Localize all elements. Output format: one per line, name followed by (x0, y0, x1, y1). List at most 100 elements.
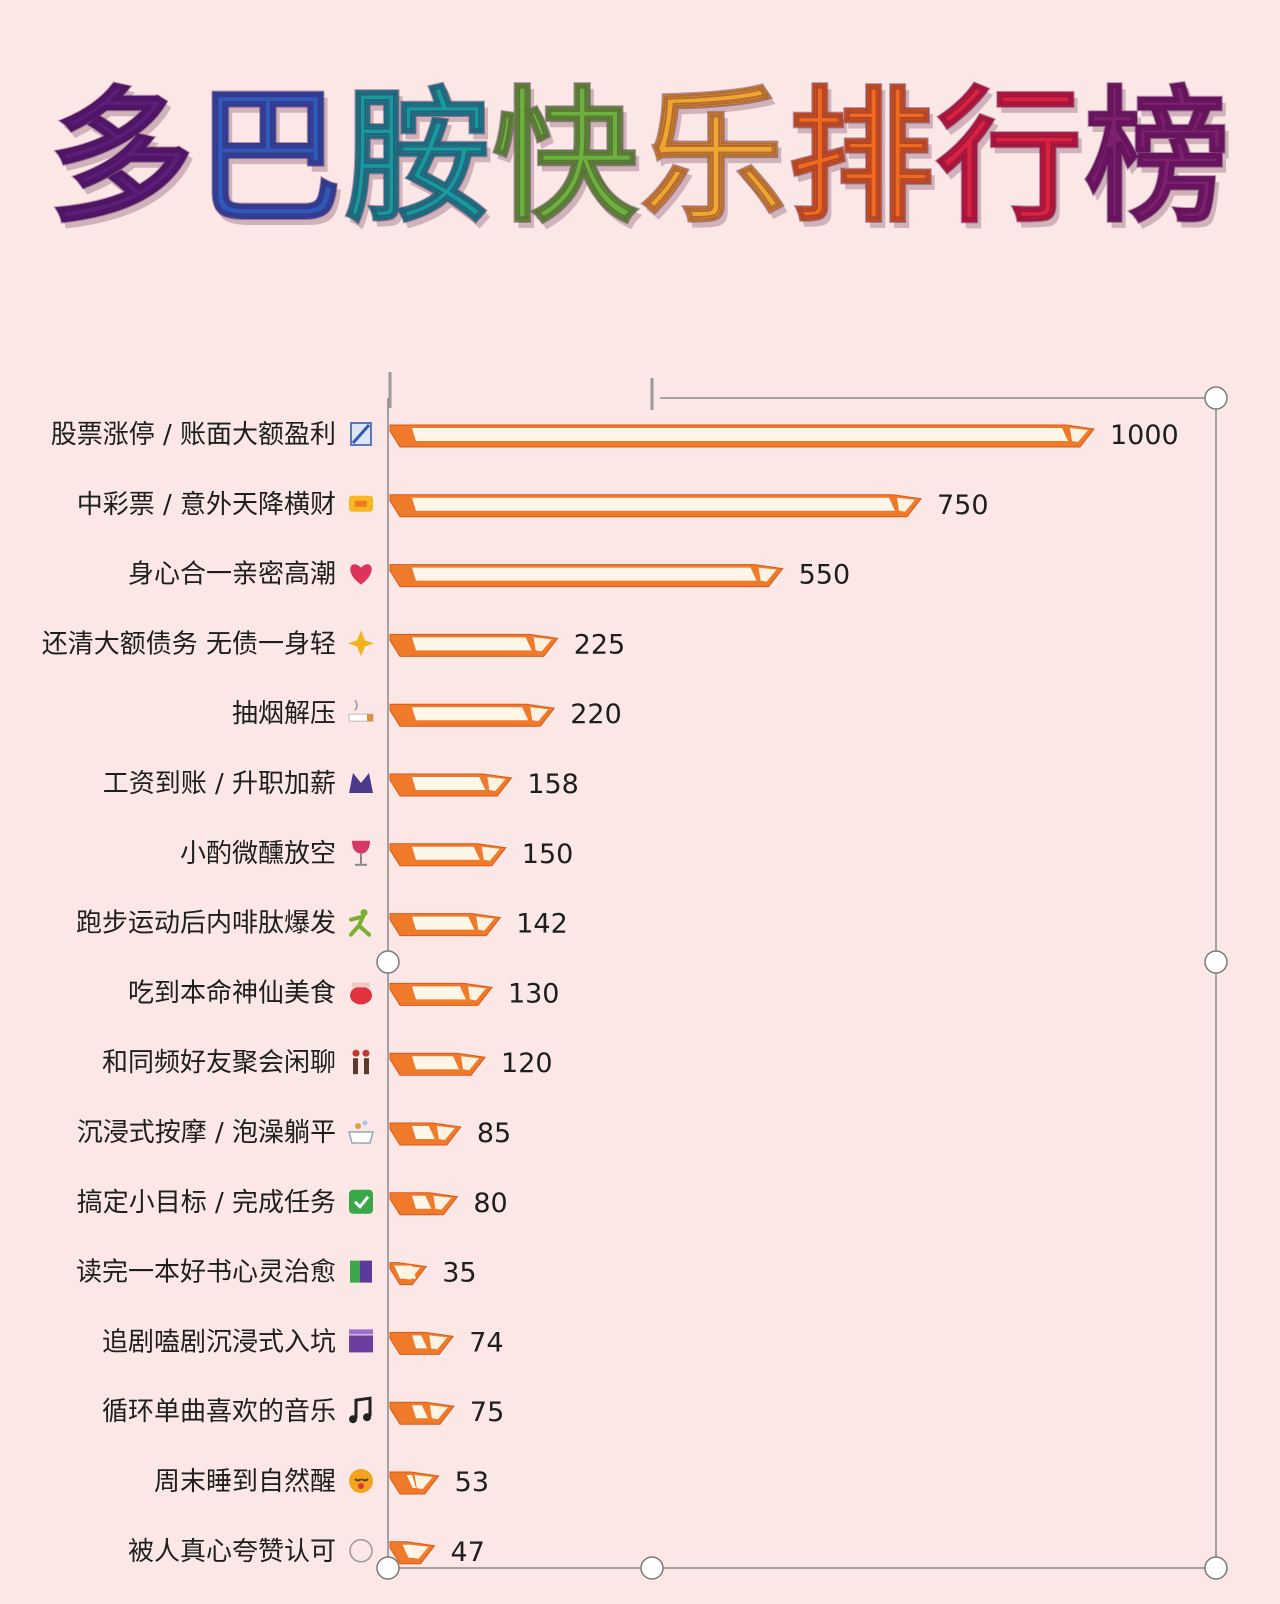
category-label: 被人真心夸赞认可 (128, 1537, 336, 1567)
ticket-icon (349, 495, 373, 512)
heart-icon (350, 564, 372, 585)
bar-row: 周末睡到自然醒 53 (154, 1467, 489, 1498)
title-char: 排 (787, 73, 936, 243)
bar-row: 追剧嗑剧沉浸式入坑 74 (102, 1327, 504, 1358)
category-label: 中彩票 / 意外天降横财 (77, 490, 336, 520)
category-label: 股票涨停 / 账面大额盈利 (51, 420, 336, 450)
value-label: 120 (501, 1048, 553, 1079)
title-char: 快 (491, 73, 640, 243)
bar-row: 循环单曲喜欢的音乐 75 (102, 1396, 504, 1428)
money-icon (349, 773, 373, 793)
category-label: 工资到账 / 升职加薪 (103, 769, 336, 799)
value-label: 35 (442, 1258, 476, 1289)
bar-row: 还清大额债务 无债一身轻 225 (42, 629, 626, 660)
bar-highlight (412, 1056, 460, 1070)
chart-rows: 股票涨停 / 账面大额盈利 1000 中彩票 / 意外天降横财 750 身心合一亲密高潮… (42, 420, 1179, 1568)
value-label: 750 (937, 490, 989, 521)
food-icon (350, 982, 372, 1005)
title-char: 胺 (343, 73, 492, 243)
bar-highlight (412, 1195, 432, 1209)
value-label: 142 (516, 909, 568, 940)
bar-tip (533, 637, 552, 652)
runner-icon (349, 909, 371, 937)
clapper-icon (349, 1329, 373, 1353)
value-label: 85 (477, 1118, 511, 1149)
bar-highlight (412, 1335, 428, 1349)
bar-row: 抽烟解压 220 (232, 699, 622, 730)
music-note-icon (349, 1396, 372, 1424)
value-label: 1000 (1110, 420, 1179, 451)
title-char: 多 (47, 73, 196, 243)
cigarette-icon (348, 699, 374, 722)
bar-tip (476, 916, 495, 931)
resize-handle (376, 950, 400, 974)
bar-highlight (412, 1405, 428, 1419)
bar-tip (433, 1195, 452, 1210)
value-label: 220 (570, 699, 622, 730)
category-label: 读完一本好书心灵治愈 (76, 1258, 336, 1288)
bathtub-icon (348, 1120, 374, 1144)
resize-handle (376, 1556, 400, 1580)
bar-row: 中彩票 / 意外天降横财 750 (77, 490, 989, 521)
circle-icon (349, 1539, 373, 1563)
category-label: 抽烟解压 (232, 699, 336, 729)
category-label: 和同频好友聚会闲聊 (102, 1048, 336, 1078)
bar-row: 小酌微醺放空 150 (180, 839, 573, 870)
book-icon (350, 1260, 372, 1283)
bar-highlight (406, 1475, 416, 1488)
bar-tip (429, 1335, 448, 1350)
title-char: 乐 (639, 73, 788, 243)
bar-tip (487, 777, 506, 791)
bar-tip (436, 1126, 455, 1140)
value-label: 158 (527, 769, 579, 800)
bar-tip (429, 1405, 448, 1420)
category-label: 搞定小目标 / 完成任务 (77, 1188, 336, 1218)
category-label: 周末睡到自然醒 (154, 1467, 336, 1497)
title-char: 行 (935, 73, 1084, 243)
category-label: 沉浸式按摩 / 泡澡躺平 (77, 1118, 336, 1148)
bar-tip (897, 497, 915, 512)
bar-tip (758, 567, 777, 582)
bar-highlight (412, 497, 895, 511)
bar-row: 沉浸式按摩 / 泡澡躺平 85 (77, 1118, 511, 1149)
bar-highlight (412, 567, 757, 581)
category-label: 还清大额债务 无债一身轻 (42, 629, 336, 659)
bar-tip (1070, 428, 1088, 442)
value-label: 80 (473, 1188, 507, 1219)
bar-tip (402, 1265, 421, 1280)
bar-row: 和同频好友聚会闲聊 120 (102, 1048, 553, 1079)
bar-tip (461, 1056, 480, 1071)
title-char: 巴 (195, 73, 344, 243)
friends-icon (352, 1049, 370, 1075)
bar-tip (481, 846, 500, 861)
bar-highlight (412, 428, 1068, 441)
bar-row: 身心合一亲密高潮 550 (128, 560, 850, 591)
bar-row: 搞定小目标 / 完成任务 80 (77, 1188, 508, 1219)
value-label: 150 (522, 839, 574, 870)
sparkle-icon (348, 630, 374, 657)
bar-row: 跑步运动后内啡肽爆发 142 (76, 909, 568, 940)
bar-row: 工资到账 / 升职加薪 158 (103, 769, 579, 800)
wine-glass-icon (352, 840, 370, 866)
bar-tip (467, 986, 486, 1001)
category-label: 吃到本命神仙美食 (128, 978, 336, 1008)
bar-tip (414, 1475, 433, 1489)
resize-handle (1204, 386, 1228, 410)
bar-tip (530, 707, 549, 722)
resize-handle (1204, 1556, 1228, 1580)
value-label: 550 (799, 560, 851, 591)
bar-tip (410, 1544, 429, 1559)
check-icon (349, 1189, 373, 1214)
chart-frame (376, 372, 1228, 1580)
value-label: 47 (451, 1537, 485, 1568)
resize-handle (640, 1556, 664, 1580)
chart-icon (350, 422, 372, 446)
bar-highlight (412, 846, 480, 860)
category-label: 身心合一亲密高潮 (128, 560, 336, 590)
bar-row: 被人真心夸赞认可 47 (128, 1537, 485, 1568)
value-label: 225 (574, 629, 626, 660)
bar-highlight (412, 1126, 435, 1139)
sleep-face-icon (349, 1469, 373, 1493)
value-label: 74 (469, 1327, 503, 1358)
